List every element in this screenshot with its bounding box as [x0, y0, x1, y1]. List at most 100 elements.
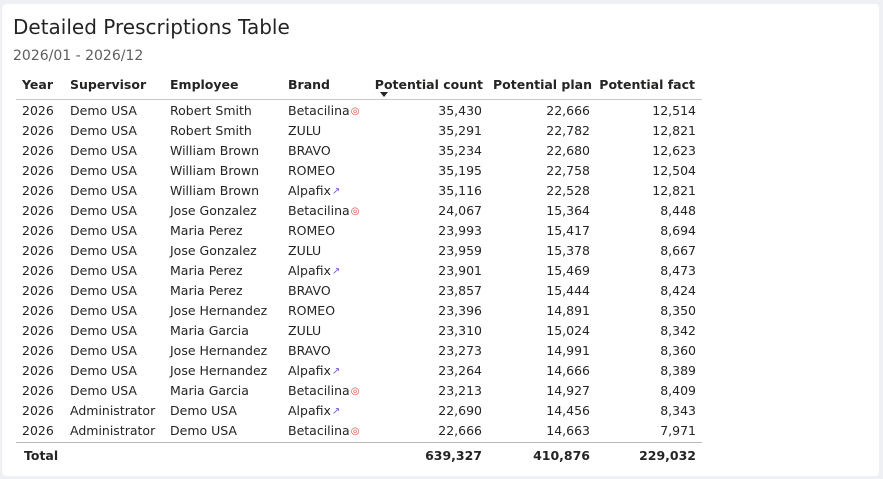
cell-employee: Jose Hernandez — [170, 341, 267, 361]
table-row[interactable]: 2026 Demo USA Maria Perez Alpafix↗ 23,901 15,… — [16, 261, 702, 281]
cell-year: 2026 — [22, 401, 54, 421]
cell-potential-fact-text: 7,971 — [660, 423, 696, 438]
cell-year: 2026 — [22, 381, 54, 401]
cell-year-text: 2026 — [22, 123, 54, 138]
cell-brand: BRAVO — [288, 141, 331, 161]
cell-potential-fact-text: 8,667 — [660, 243, 696, 258]
column-header-potential-plan[interactable]: Potential plan — [493, 77, 592, 92]
cell-employee: William Brown — [170, 161, 259, 181]
cell-potential-count: 23,273 — [438, 341, 482, 361]
table-row[interactable]: 2026 Demo USA Robert Smith ZULU 35,291 22,782… — [16, 121, 702, 141]
column-header-supervisor[interactable]: Supervisor — [70, 77, 147, 92]
table-row[interactable]: 2026 Demo USA Jose Hernandez Alpafix↗ 23,264… — [16, 361, 702, 381]
cell-supervisor-text: Demo USA — [70, 343, 137, 358]
cell-potential-plan: 15,444 — [546, 281, 590, 301]
cell-potential-plan: 14,991 — [546, 341, 590, 361]
cell-potential-fact: 8,350 — [660, 301, 696, 321]
rocket-icon: ↗ — [331, 185, 341, 197]
table-row[interactable]: 2026 Demo USA Maria Garcia ZULU 23,310 15,024… — [16, 321, 702, 341]
cell-year: 2026 — [22, 361, 54, 381]
cell-potential-fact-text: 8,694 — [660, 223, 696, 238]
cell-employee-text: Demo USA — [170, 403, 237, 418]
cell-year: 2026 — [22, 421, 54, 441]
cell-employee: Maria Perez — [170, 261, 243, 281]
table-row[interactable]: 2026 Demo USA Robert Smith Betacilina◎ 35,43… — [16, 101, 702, 121]
cell-supervisor: Demo USA — [70, 201, 137, 221]
cell-supervisor: Demo USA — [70, 101, 137, 121]
cell-brand-text: Alpafix — [288, 403, 331, 418]
cell-brand-text: Betacilina — [288, 423, 350, 438]
table-row[interactable]: 2026 Demo USA Maria Garcia Betacilina◎ 23,21… — [16, 381, 702, 401]
cell-potential-count: 35,116 — [438, 181, 482, 201]
column-header-brand[interactable]: Brand — [288, 77, 330, 92]
cell-employee-text: Jose Hernandez — [170, 363, 268, 378]
table-row[interactable]: 2026 Demo USA Maria Perez ROMEO 23,993 15,417… — [16, 221, 702, 241]
cell-potential-count-text: 35,116 — [438, 183, 482, 198]
column-header-potential-count[interactable]: Potential count — [374, 77, 483, 92]
cell-brand: Alpafix↗ — [288, 361, 340, 382]
cell-potential-count: 35,195 — [438, 161, 482, 181]
cell-potential-count-text: 23,213 — [438, 383, 482, 398]
cell-potential-fact: 12,821 — [652, 121, 696, 141]
cell-employee: Jose Gonzalez — [170, 201, 257, 221]
cell-potential-fact: 8,343 — [660, 401, 696, 421]
cell-potential-plan: 15,024 — [546, 321, 590, 341]
table-row[interactable]: 2026 Demo USA William Brown ROMEO 35,195 22,7… — [16, 161, 702, 181]
table-total-row: Total 639,327 410,876 229,032 — [16, 442, 702, 469]
cell-potential-fact: 12,504 — [652, 161, 696, 181]
cell-brand: ROMEO — [288, 161, 335, 181]
cell-potential-plan-text: 22,666 — [546, 103, 590, 118]
cell-employee-text: Robert Smith — [170, 123, 252, 138]
cell-brand: Alpafix↗ — [288, 261, 340, 282]
prescriptions-table: Year Supervisor Employee Brand Potential… — [16, 72, 702, 469]
table-row[interactable]: 2026 Administrator Demo USA Betacilina◎ 22,6… — [16, 421, 702, 441]
cell-supervisor-text: Administrator — [70, 423, 156, 438]
cell-supervisor: Demo USA — [70, 141, 137, 161]
table-row[interactable]: 2026 Demo USA Jose Gonzalez ZULU 23,959 15,37… — [16, 241, 702, 261]
table-row[interactable]: 2026 Demo USA Jose Hernandez BRAVO 23,273 14,… — [16, 341, 702, 361]
table-row[interactable]: 2026 Demo USA William Brown Alpafix↗ 35,116 2… — [16, 181, 702, 201]
sort-descending-icon[interactable] — [380, 92, 388, 97]
cell-supervisor-text: Demo USA — [70, 203, 137, 218]
cell-brand-text: ZULU — [288, 243, 322, 258]
cell-potential-plan-text: 22,528 — [546, 183, 590, 198]
column-header-employee[interactable]: Employee — [170, 77, 239, 92]
cell-year: 2026 — [22, 321, 54, 341]
total-label: Total — [24, 448, 59, 463]
cell-potential-plan: 22,680 — [546, 141, 590, 161]
cell-employee: Robert Smith — [170, 101, 252, 121]
table-row[interactable]: 2026 Demo USA Maria Perez BRAVO 23,857 15,444… — [16, 281, 702, 301]
cell-employee-text: Demo USA — [170, 423, 237, 438]
total-potential-plan: 410,876 — [533, 448, 590, 463]
cell-brand-text: Alpafix — [288, 263, 331, 278]
cell-year-text: 2026 — [22, 223, 54, 238]
cell-potential-plan: 22,666 — [546, 101, 590, 121]
cell-potential-count-text: 35,430 — [438, 103, 482, 118]
cell-potential-plan-text: 14,891 — [546, 303, 590, 318]
cell-potential-count-text: 35,291 — [438, 123, 482, 138]
cell-potential-count-text: 23,993 — [438, 223, 482, 238]
cell-year-text: 2026 — [22, 143, 54, 158]
cell-supervisor-text: Demo USA — [70, 103, 137, 118]
cell-brand-text: ROMEO — [288, 303, 336, 318]
cell-brand-text: Betacilina — [288, 203, 350, 218]
cell-year: 2026 — [22, 101, 54, 121]
column-header-potential-fact[interactable]: Potential fact — [599, 77, 695, 92]
rocket-icon: ↗ — [331, 405, 341, 417]
cell-brand-text: BRAVO — [288, 143, 331, 158]
table-row[interactable]: 2026 Demo USA William Brown BRAVO 35,234 22,6… — [16, 141, 702, 161]
cell-supervisor-text: Demo USA — [70, 143, 137, 158]
cell-employee-text: William Brown — [170, 163, 260, 178]
cell-potential-fact-text: 8,389 — [660, 363, 696, 378]
cell-employee-text: Jose Hernandez — [170, 303, 268, 318]
column-header-year[interactable]: Year — [22, 77, 53, 92]
cell-potential-plan: 14,891 — [546, 301, 590, 321]
cell-potential-count-text: 35,234 — [438, 143, 482, 158]
cell-employee-text: Jose Gonzalez — [170, 243, 257, 258]
table-row[interactable]: 2026 Administrator Demo USA Alpafix↗ 22,690 1… — [16, 401, 702, 421]
cell-year: 2026 — [22, 181, 54, 201]
table-row[interactable]: 2026 Demo USA Jose Hernandez ROMEO 23,396 14,… — [16, 301, 702, 321]
table-row[interactable]: 2026 Demo USA Jose Gonzalez Betacilina◎ 24,0… — [16, 201, 702, 221]
cell-brand-text: ROMEO — [288, 223, 336, 238]
cell-supervisor-text: Demo USA — [70, 383, 137, 398]
